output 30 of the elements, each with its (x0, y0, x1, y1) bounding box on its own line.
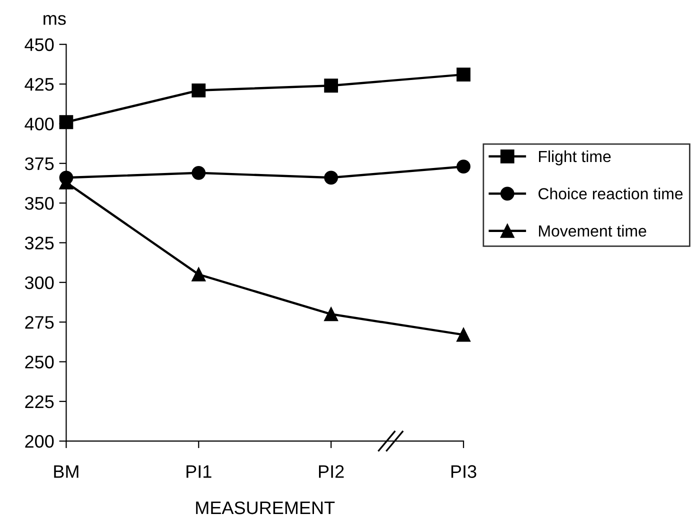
legend-label: Choice reaction time (538, 188, 683, 200)
point (456, 328, 470, 342)
point (192, 83, 206, 98)
point (324, 78, 338, 93)
y-tick-label: 425 (24, 78, 54, 91)
y-tick-label: 400 (24, 118, 54, 130)
y-tick-label: 275 (25, 316, 54, 329)
point (192, 166, 206, 180)
legend-label: Flight time (539, 150, 611, 166)
x-tick-label: PI2 (319, 465, 344, 478)
y-axis-title: ms (44, 15, 66, 25)
point (192, 268, 206, 282)
legend-label: Movement time (539, 224, 646, 237)
x-tick-label: PI3 (451, 465, 476, 478)
y-tick-label: 450 (24, 38, 54, 52)
point (324, 170, 338, 185)
y-tick-label: 200 (25, 435, 54, 448)
x-tick-label: BM (54, 465, 78, 478)
point (324, 307, 338, 322)
point (456, 68, 470, 82)
y-tick-label: 375 (24, 157, 54, 170)
point (456, 160, 470, 174)
y-tick-label: 225 (25, 395, 54, 408)
y-tick-label: 250 (25, 356, 54, 368)
y-tick-label: 300 (24, 276, 54, 290)
point (59, 115, 74, 130)
y-tick-label: 325 (24, 236, 54, 250)
x-tick-label: PI1 (186, 465, 212, 478)
y-tick-label: 350 (24, 196, 54, 210)
x-axis-title: MEASUREMENT (196, 501, 335, 514)
